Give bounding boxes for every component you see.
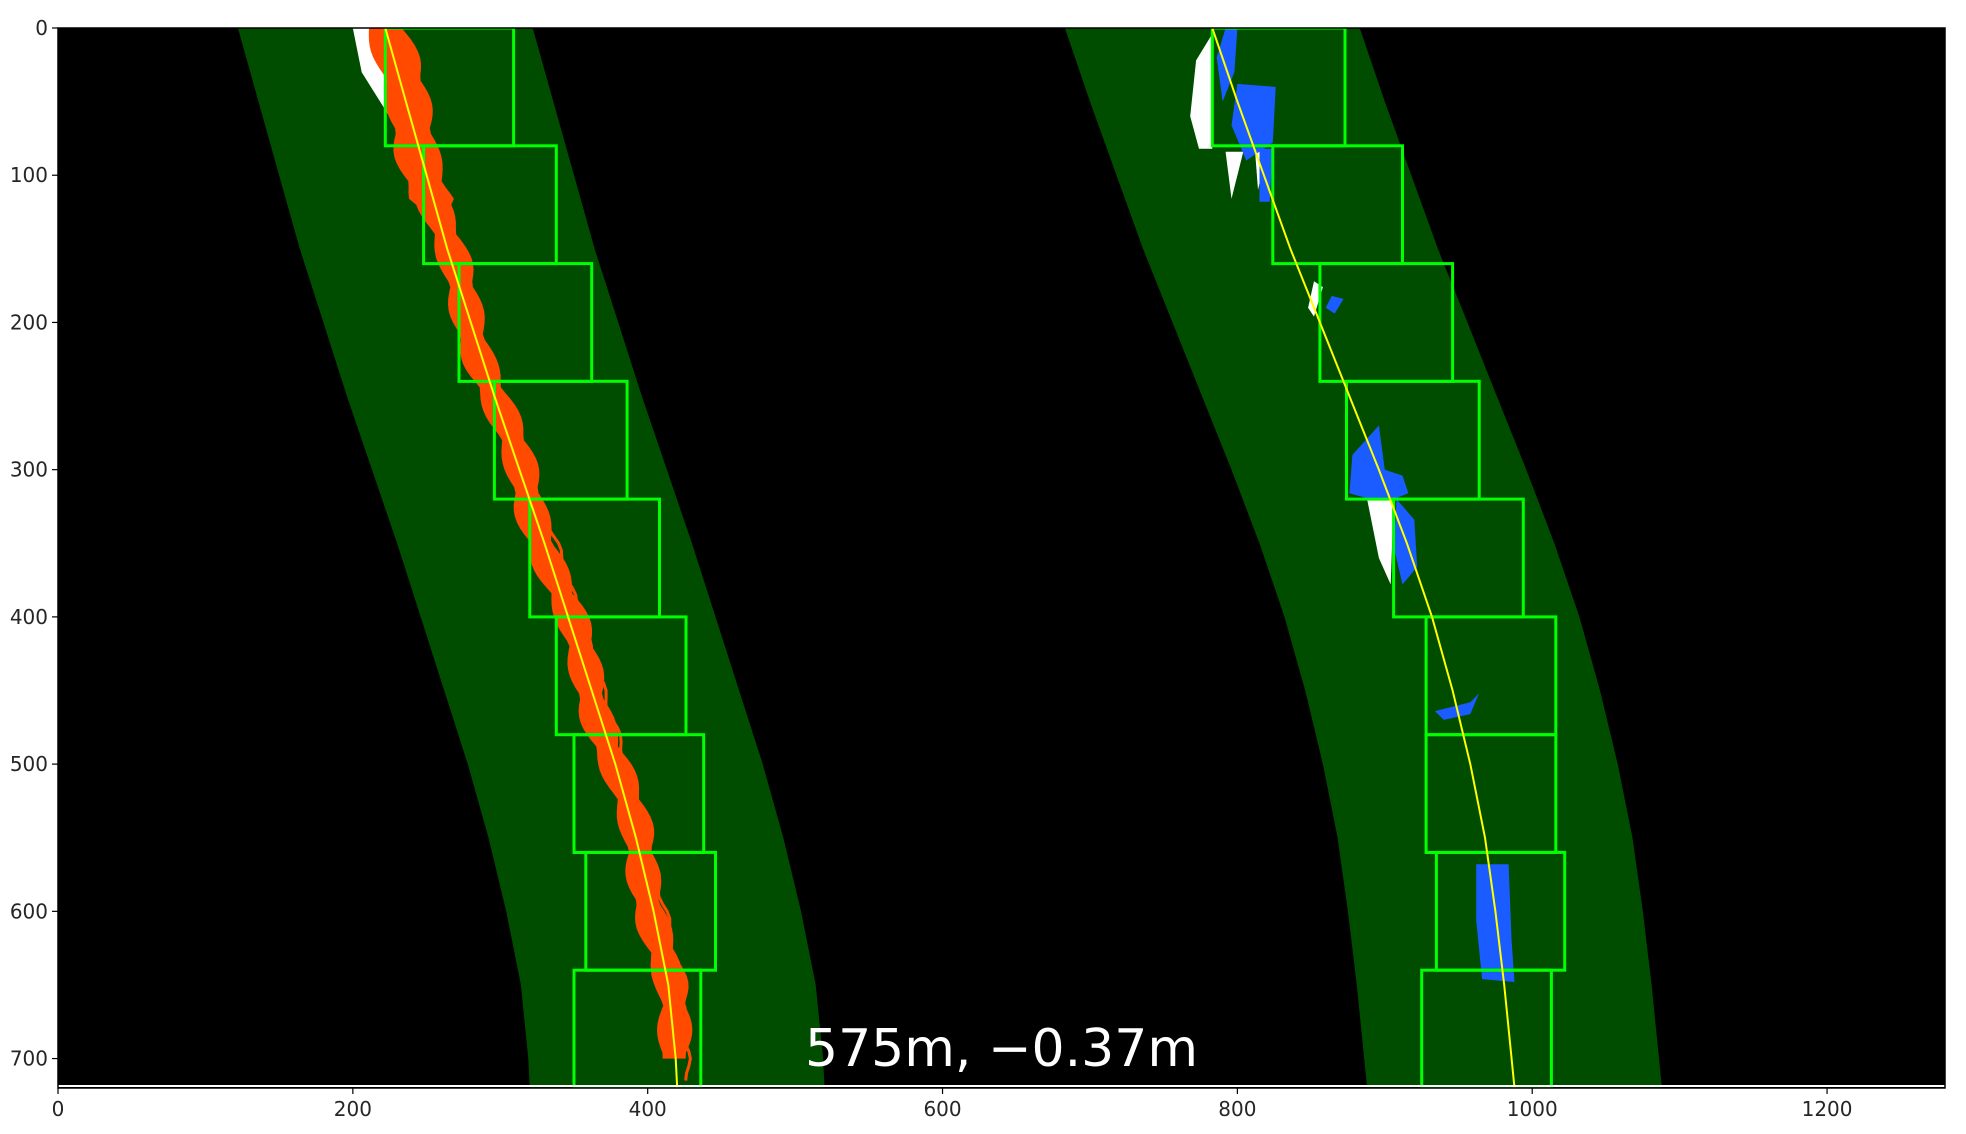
- y-tick-label: 200: [10, 310, 48, 334]
- left-lane-fit-line: [384, 28, 679, 1088]
- plot-area: [58, 28, 1945, 1088]
- left-lane-window-9: [572, 968, 703, 1088]
- plot-frame: [57, 27, 1946, 1089]
- curvature-offset-readout: 575m, −0.37m: [805, 1019, 1198, 1079]
- x-tick-label: 800: [1218, 1097, 1256, 1121]
- y-tick-label: 100: [10, 163, 48, 187]
- right-lane-window-9: [1420, 968, 1553, 1088]
- x-tick-label: 0: [52, 1097, 65, 1121]
- noise-pixels: [1190, 33, 1213, 149]
- x-tick-label: 1200: [1802, 1097, 1853, 1121]
- right-lane-search-band: [1064, 28, 1662, 1088]
- noise-pixels: [1367, 499, 1394, 585]
- right-lane-pixels: [1231, 83, 1276, 161]
- noise-pixels: [1225, 151, 1244, 199]
- right-lane-pixels: [1349, 425, 1409, 500]
- y-tick-label: 500: [10, 752, 48, 776]
- y-tick-label: 600: [10, 899, 48, 923]
- right-lane-pixels: [1325, 295, 1344, 314]
- left-lane-pixels-strand: [547, 527, 692, 1081]
- right-lane-pixels: [1476, 864, 1515, 982]
- y-tick-label: 700: [10, 1047, 48, 1071]
- x-tick-label: 200: [334, 1097, 372, 1121]
- x-tick-label: 600: [923, 1097, 961, 1121]
- x-tick-label: 1000: [1507, 1097, 1558, 1121]
- right-lane-fit-line: [1211, 28, 1516, 1088]
- y-tick-label: 0: [35, 16, 48, 40]
- x-tick-label: 400: [629, 1097, 667, 1121]
- y-tick-label: 300: [10, 458, 48, 482]
- y-tick-label: 400: [10, 605, 48, 629]
- right-lane-pixels: [1216, 28, 1238, 102]
- axes: 0 200 400 600 800 1000 1200 0 100 200 300 400 500 600…: [10, 16, 1853, 1121]
